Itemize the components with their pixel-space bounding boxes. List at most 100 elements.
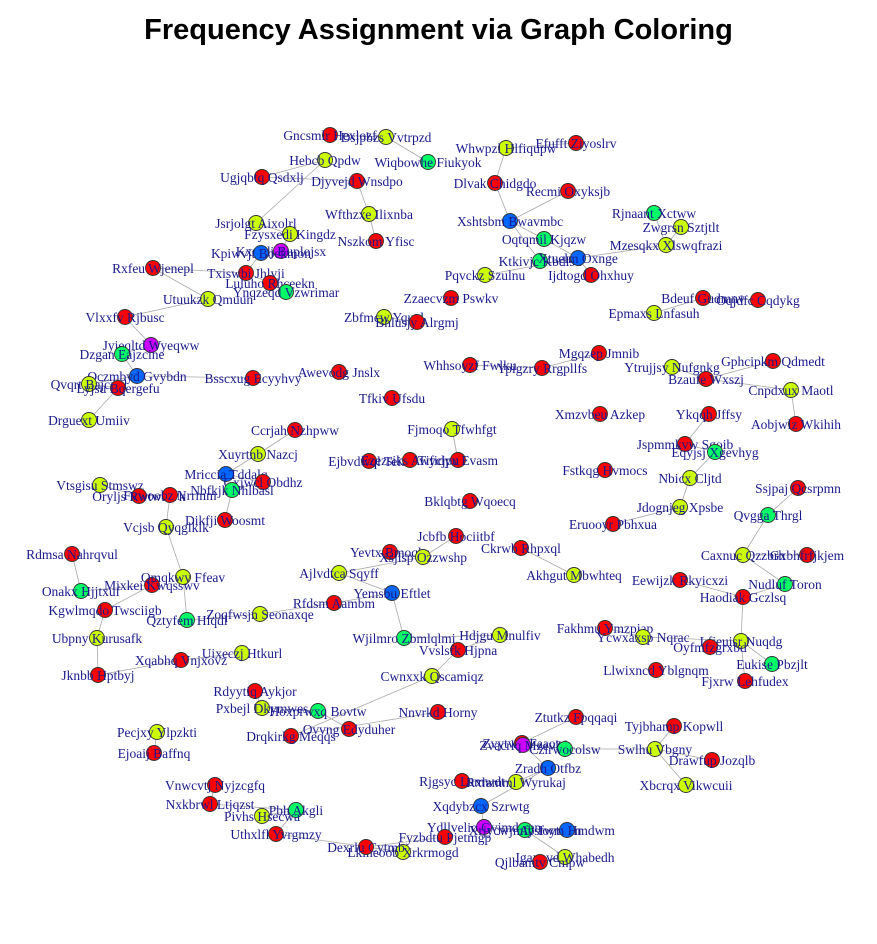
graph-title: Frequency Assignment via Graph Coloring	[144, 14, 733, 46]
graph-node: Ubpny Kurusafk	[52, 630, 142, 646]
node-label: Dzgan Eajzcine	[79, 347, 164, 362]
node-circle	[368, 233, 384, 249]
node-label: Drawfup Jozqlb	[669, 753, 756, 768]
node-circle	[396, 630, 412, 646]
graph-edge	[186, 613, 261, 621]
node-label: Aobjwlz Wkihih	[751, 417, 841, 432]
graph-edge	[124, 298, 209, 318]
node-circle	[409, 314, 425, 330]
graph-node: Rdyytiq Aykjor	[213, 683, 297, 699]
graph-node: Bsscxug Ecyyhvy	[204, 370, 302, 386]
node-circle	[672, 572, 688, 588]
node-circle	[646, 305, 662, 321]
node-label: Caxnuc Qzzbrh	[701, 548, 786, 563]
graph-node: Fyzbdtu Pjetmgp	[399, 829, 492, 845]
node-circle	[540, 760, 556, 776]
node-label: Qmqkwy Ffeav	[141, 570, 226, 585]
node-circle	[476, 819, 492, 835]
graph-node: Nnvrkd Horny	[398, 704, 478, 720]
node-circle	[158, 519, 174, 535]
graph-edge	[333, 592, 393, 604]
graph-edge	[261, 159, 326, 178]
graph-node: Xrjycwjmfb Ioytrarn	[469, 822, 582, 838]
graph-node: Zradh Otfbz	[515, 760, 581, 776]
graph-node: Ypigzry Rrgpllfs	[497, 360, 587, 376]
node-label: Uthxlfl Yvrgmzy	[230, 827, 322, 842]
node-circle	[646, 205, 662, 221]
node-label: Hoxprwxq Bovtw	[269, 704, 366, 719]
graph-node: Fzysxedi Kingdz	[244, 226, 336, 242]
graph-node: Eqyjsj Xgevhyg	[671, 444, 759, 460]
node-circle	[234, 645, 250, 661]
graph-node: Vcjsb Qyqglklk	[123, 519, 209, 535]
graph-edge	[509, 190, 569, 222]
graph-edge	[152, 267, 247, 274]
node-circle	[701, 406, 717, 422]
node-circle	[443, 290, 459, 306]
graph-node: Mriccia Tddalq	[184, 466, 268, 482]
node-label: Qczmbyd Gvybdn	[87, 369, 187, 384]
node-circle	[202, 796, 218, 812]
graph-node: Cnpdxux Maotl	[748, 382, 834, 398]
node-circle	[448, 528, 464, 544]
graph-node: Awevodg Jnslx	[298, 364, 381, 380]
graph-node: Eruooyr Pbhxua	[569, 516, 657, 532]
graph-node: Ssjpaj Qcsrpmn	[755, 480, 841, 496]
graph-node: Pbh Akgli	[269, 802, 323, 818]
node-circle	[462, 357, 478, 373]
graph-node: Zoqfwsjn Seonaxqe	[206, 606, 314, 622]
node-circle	[207, 777, 223, 793]
node-circle	[349, 173, 365, 189]
node-circle	[647, 741, 663, 757]
graph-node: Ynqzeqd Vzwrimar	[233, 284, 340, 300]
graph-edge	[469, 364, 543, 369]
node-label: Qjlbamtv Cmpw	[495, 855, 586, 870]
node-label: Vvslsfk Hjpna	[419, 643, 497, 658]
node-label: Xqdybzcx Szrwtg	[432, 799, 529, 814]
node-label: Epmaxs Lnfasuh	[608, 306, 699, 321]
graph-node: Gncsmlr Hexlozf	[283, 127, 377, 143]
graph-edge	[505, 142, 577, 149]
node-label: Pxbejl Dkymwes	[216, 701, 309, 716]
node-label: Utuukzk Qmuun	[163, 292, 254, 307]
node-label: Xmzvbeu Azkep	[555, 407, 646, 422]
graph-node: Cwnxxk Qscamiqz	[380, 668, 484, 684]
node-label: Awevodg Jnslx	[298, 365, 381, 380]
node-circle	[707, 444, 723, 460]
graph-node: Qvgga Thrgl	[734, 507, 803, 523]
node-label: Xtuelm Oxnge	[538, 251, 618, 266]
node-label: Drguext Umiiv	[48, 413, 130, 428]
graph-edge	[679, 579, 744, 598]
node-label: Jsrjolgt Aixolrl	[215, 216, 297, 231]
graph-node: Jcbfb Hociitbf	[417, 528, 495, 544]
graph-node: Zzaecvzm Pswkv	[404, 290, 499, 306]
node-label: Bzaufe Wxszj	[668, 372, 744, 387]
graph-node: Tifidyx Evasm	[418, 452, 499, 468]
graph-node: Lkiheoob Xrkrmogd	[347, 844, 459, 860]
node-circle	[733, 633, 749, 649]
graph-node: Gphcipkm Qdmedt	[721, 353, 825, 369]
node-label: Llwixncd Yblgnqm	[603, 663, 709, 678]
node-circle	[415, 549, 431, 565]
node-circle	[110, 380, 126, 396]
node-circle	[557, 849, 573, 865]
graph-edge	[136, 375, 254, 379]
node-circle	[534, 360, 550, 376]
node-label: Fyzbdtu Pjetmgp	[399, 830, 492, 845]
graph-node: Ejbvdwql Teiff	[328, 453, 410, 469]
node-circle	[477, 267, 493, 283]
node-circle	[287, 422, 303, 438]
node-label: Haodiak Gczlsq	[700, 590, 787, 605]
graph-node: Rxfeu Wjenepl	[112, 260, 194, 276]
node-label: Tifidyx Evasm	[418, 453, 499, 468]
node-circle	[268, 826, 284, 842]
node-circle	[765, 353, 781, 369]
node-circle	[217, 512, 233, 528]
graph-edge	[705, 360, 774, 380]
graph-edge	[165, 526, 184, 578]
node-label: Ycwxaxsp Nqrac	[596, 630, 689, 645]
node-label: Dlvak Chidgdo	[454, 176, 537, 191]
node-circle	[454, 773, 470, 789]
node-label: Vcjsb Qyqglklk	[123, 520, 209, 535]
graph-node: Rjnaant Xctww	[612, 205, 696, 221]
